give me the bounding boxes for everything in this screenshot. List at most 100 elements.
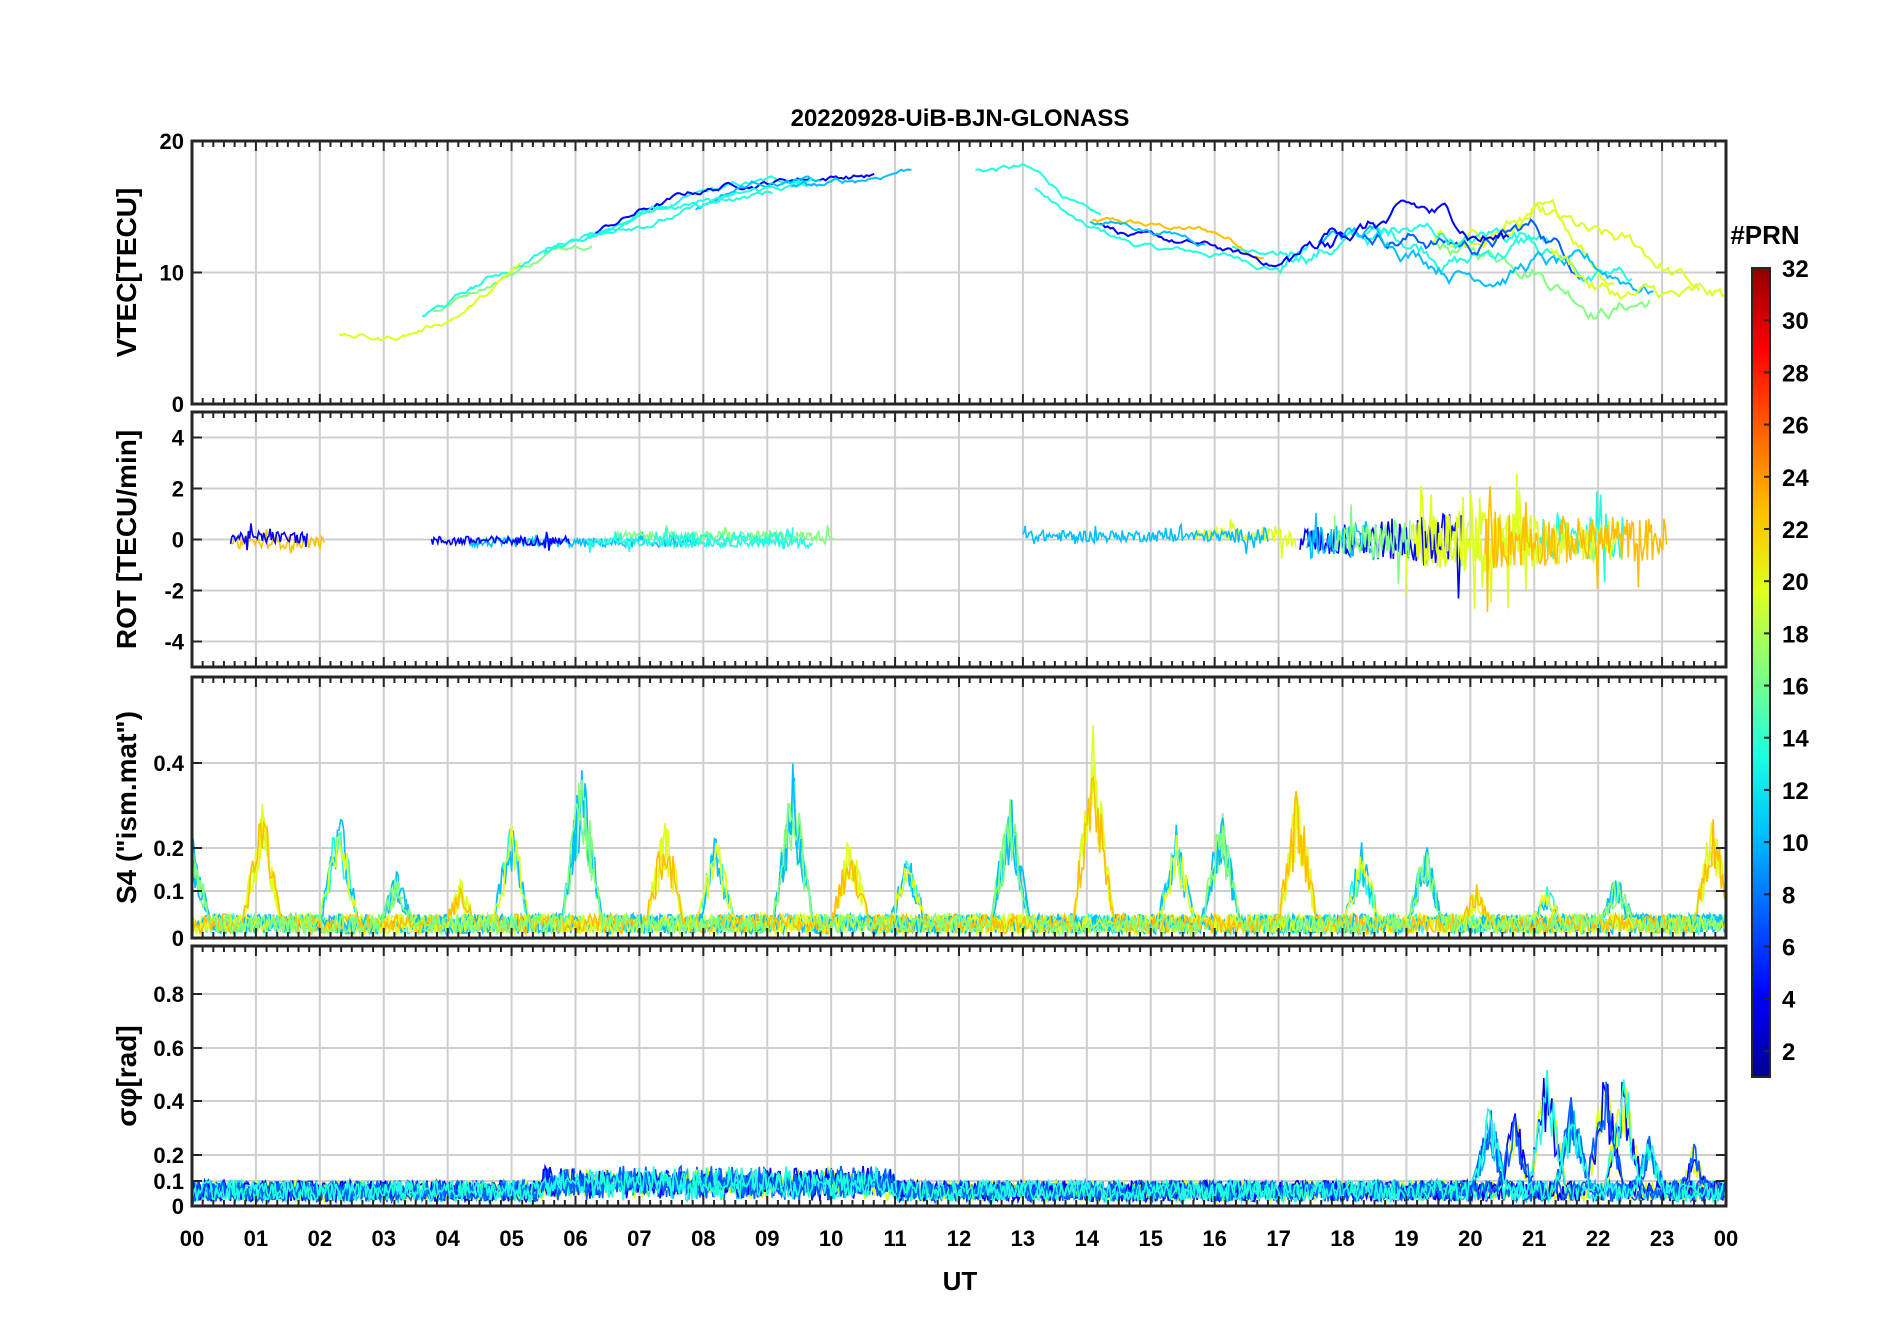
x-tick-label: 21 (1522, 1226, 1546, 1251)
y-tick-label: 0.6 (153, 1036, 184, 1061)
x-tick-label: 05 (499, 1226, 523, 1251)
x-tick-label: 16 (1202, 1226, 1226, 1251)
y-tick-label: 0 (172, 528, 184, 553)
panel-series (338, 163, 1726, 342)
colorbar-tick-label: 12 (1782, 778, 1809, 805)
x-tick-label: 18 (1330, 1226, 1354, 1251)
y-tick-label: 0 (172, 1194, 184, 1219)
y-tick-label: 0 (172, 926, 184, 951)
y-tick-label: 2 (172, 477, 184, 502)
colorbar-tick-label: 8 (1782, 882, 1795, 909)
x-tick-label: 09 (755, 1226, 779, 1251)
colorbar-tick-label: 20 (1782, 569, 1809, 596)
vtec-series-line (1034, 187, 1310, 275)
rot-series-line (1190, 518, 1297, 559)
vtec-series-line (1436, 242, 1651, 321)
vtec-series-line (543, 177, 814, 255)
y-tick-label: 0.2 (153, 1143, 184, 1168)
colorbar-tick-label: 22 (1782, 517, 1809, 544)
y-axis-label: ROT [TECU/min] (111, 430, 142, 649)
vtec-series-line (433, 244, 593, 313)
colorbar-tick-label: 16 (1782, 674, 1809, 701)
x-tick-label: 03 (372, 1226, 396, 1251)
y-tick-label: 0.8 (153, 982, 184, 1007)
vtec-series-line (1099, 222, 1347, 268)
y-tick-label: 10 (160, 261, 184, 286)
colorbar-tick-label: 2 (1782, 1039, 1795, 1066)
colorbar-tick-label: 6 (1782, 935, 1795, 962)
panel-1: 0 10 20 VTEC[TECU] (111, 129, 1728, 417)
vtec-series-line (1089, 220, 1206, 247)
vtec-series-line (694, 175, 822, 211)
y-tick-label: 20 (160, 129, 184, 154)
x-tick-label: 00 (1714, 1226, 1738, 1251)
x-tick-label: 00 (180, 1226, 204, 1251)
rot-series-line (585, 531, 814, 553)
vtec-series-line (1431, 201, 1700, 292)
rot-series-line (1022, 522, 1269, 555)
vtec-series-line (975, 163, 1102, 216)
vtec-series-line (1318, 199, 1510, 246)
x-tick-label: 19 (1394, 1226, 1418, 1251)
y-tick-label: -2 (164, 579, 184, 604)
x-tick-label: 10 (819, 1226, 843, 1251)
x-tick-label: 11 (883, 1226, 906, 1251)
x-tick-label: 08 (691, 1226, 715, 1251)
y-tick-label: 4 (172, 426, 185, 451)
colorbar-tick-label: 4 (1782, 987, 1796, 1014)
x-tick-label: 23 (1650, 1226, 1674, 1251)
colorbar-tick-label: 28 (1782, 360, 1809, 387)
colorbar-tick-label: 18 (1782, 621, 1809, 648)
x-tick-label: 17 (1266, 1226, 1290, 1251)
colorbar-tick-label: 24 (1782, 465, 1809, 492)
panel-4: 00.10.2 0.4 0.6 0.8 σφ[rad] (111, 944, 1728, 1219)
panel-ticks (191, 677, 1727, 939)
panel-ticks (191, 946, 1727, 1207)
vtec-series-line (790, 168, 912, 188)
y-tick-label: 0.4 (153, 1089, 184, 1114)
rot-series-line (1333, 504, 1411, 584)
vtec-series-line (1365, 222, 1633, 283)
y-axis-label: VTEC[TECU] (111, 188, 142, 358)
vtec-series-line (1361, 218, 1586, 282)
rot-series-line (430, 531, 571, 551)
colorbar-tick-label: 14 (1782, 726, 1809, 753)
y-axis-label: S4 ("ism.mat") (111, 711, 142, 904)
colorbar-tick-label: 30 (1782, 308, 1809, 335)
x-tick-label: 01 (244, 1226, 268, 1251)
x-tick-label: 06 (563, 1226, 587, 1251)
y-tick-label: 0.2 (153, 836, 184, 861)
x-tick-label: 02 (308, 1226, 332, 1251)
chart-title: 20220928-UiB-BJN-GLONASS (791, 105, 1130, 132)
rot-series-line (1484, 486, 1668, 612)
vtec-series-line (1550, 247, 1726, 301)
panel-series (229, 473, 1668, 612)
panel-3: 0 0.1 0.2 0.4 S4 ("ism.mat") (111, 675, 1728, 951)
rot-series-line (229, 523, 308, 551)
panel-ticks (191, 140, 1727, 405)
panel-grid (192, 946, 1726, 1207)
x-tick-label: 13 (1011, 1226, 1035, 1251)
vtec-series-line (1092, 216, 1264, 260)
vtec-series-line (338, 262, 522, 342)
panel-ticks (191, 412, 1727, 667)
x-tick-label: 20 (1458, 1226, 1482, 1251)
x-axis-label: UT (943, 1266, 978, 1296)
y-tick-label: 0.1 (153, 879, 184, 904)
panel-2: -4 -2 0 2 4 ROT [TECU/min] (111, 410, 1728, 669)
y-tick-label: 0.1 (153, 1169, 184, 1194)
colorbar-tick-label: 10 (1782, 830, 1809, 857)
rot-series-line (1414, 486, 1619, 609)
x-tick-label: 15 (1139, 1226, 1163, 1251)
x-tick-label: 07 (627, 1226, 651, 1251)
vtec-series-line (595, 173, 875, 234)
colorbar-tick-label: 32 (1782, 256, 1809, 283)
y-tick-label: 0.4 (153, 751, 184, 776)
colorbar-label: #PRN (1730, 220, 1799, 250)
colorbar-tick-label: 26 (1782, 413, 1809, 440)
x-tick-label: 22 (1586, 1226, 1610, 1251)
panel-grid (192, 677, 1726, 939)
y-tick-label: -4 (164, 630, 184, 655)
